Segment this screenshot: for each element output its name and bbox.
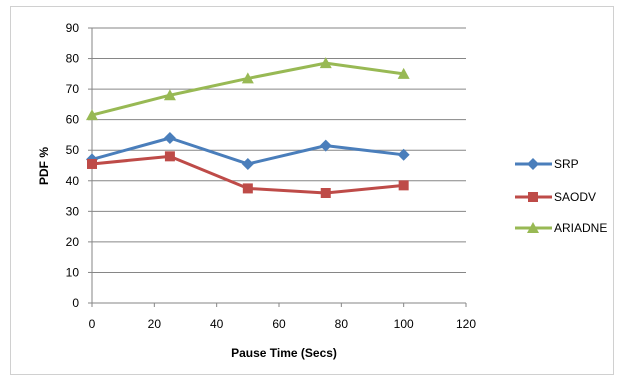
y-tick-label: 10	[66, 265, 80, 279]
data-point-srp	[397, 148, 410, 161]
data-point-saodv	[398, 180, 409, 191]
gridlines	[88, 27, 467, 307]
y-tick-label: 80	[66, 52, 80, 66]
data-point-ariadne	[241, 72, 254, 84]
data-point-srp	[163, 132, 176, 144]
data-point-saodv	[87, 158, 97, 169]
data-point-saodv	[320, 188, 331, 198]
legend: SRP SAODV ARIADNE	[515, 157, 607, 235]
legend-marker-ariadne	[527, 222, 539, 233]
data-point-ariadne	[397, 67, 410, 79]
series-srp	[86, 132, 410, 170]
y-tick-label: 50	[66, 143, 80, 157]
data-point-ariadne	[163, 89, 176, 101]
legend-marker-saodv	[528, 192, 538, 202]
y-tick-label: 40	[66, 174, 80, 188]
y-tick-label: 30	[66, 204, 80, 218]
legend-label-ariadne: ARIADNE	[554, 221, 607, 235]
y-axis-title: PDF %	[37, 147, 51, 185]
x-tick-label: 0	[89, 317, 96, 331]
x-tick-label: 80	[335, 317, 349, 331]
legend-label-saodv: SAODV	[554, 190, 596, 204]
x-tick-label: 120	[456, 317, 476, 331]
y-tick-label: 20	[66, 235, 80, 249]
chart-area	[10, 6, 614, 375]
x-tick-label: 40	[210, 317, 224, 331]
x-tick-label: 20	[148, 317, 162, 331]
data-point-ariadne	[86, 109, 98, 121]
series-ariadne	[86, 57, 410, 121]
y-tick-label: 70	[66, 82, 80, 96]
y-tick-label: 0	[72, 296, 79, 310]
series	[86, 57, 410, 198]
y-tick-label: 90	[66, 21, 80, 35]
data-point-ariadne	[319, 57, 332, 69]
legend-marker-srp	[527, 158, 539, 170]
x-axis-title: Pause Time (Secs)	[231, 346, 337, 360]
legend-item-srp: SRP	[515, 157, 579, 171]
y-tick-label: 60	[66, 113, 80, 127]
x-tick-label: 60	[272, 317, 286, 331]
data-point-srp	[241, 157, 254, 170]
series-saodv	[87, 151, 409, 198]
axes	[91, 28, 466, 304]
y-tick-labels: 0 10 20 30 40 50 60 70 80 90	[66, 21, 80, 310]
x-tick-labels: 0 20 40 60 80 100 120	[89, 317, 477, 331]
data-point-saodv	[242, 183, 253, 194]
data-point-saodv	[164, 151, 175, 162]
legend-item-saodv: SAODV	[515, 190, 596, 204]
legend-label-srp: SRP	[554, 157, 579, 171]
x-tick-label: 100	[394, 317, 414, 331]
data-point-srp	[319, 139, 332, 152]
legend-item-ariadne: ARIADNE	[515, 221, 607, 235]
